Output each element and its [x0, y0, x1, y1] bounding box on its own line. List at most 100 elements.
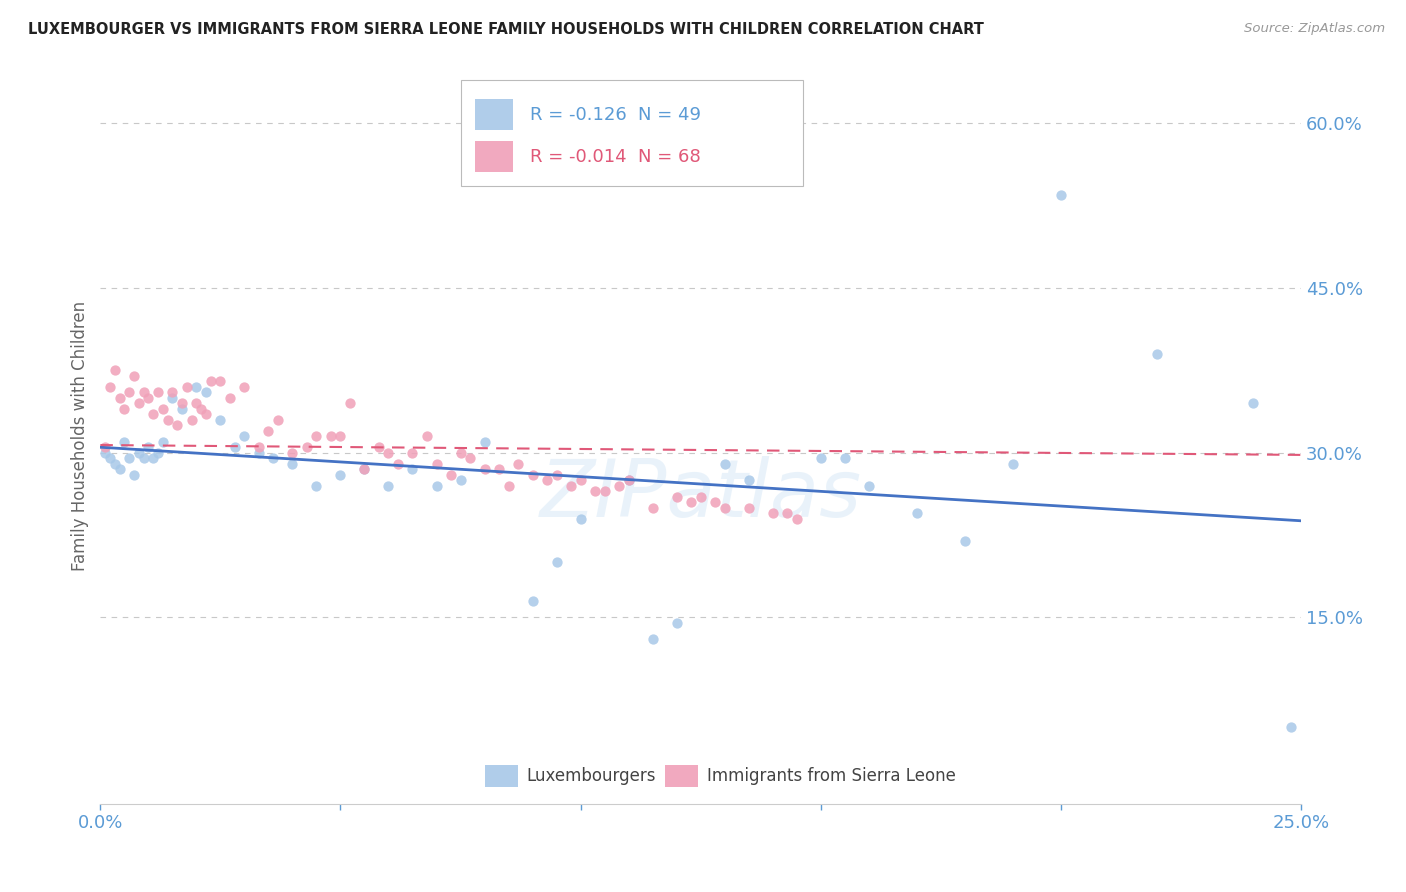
Point — [209, 413, 232, 427]
Point — [713, 500, 735, 515]
Point — [122, 368, 145, 383]
Point — [122, 467, 145, 482]
Point — [617, 473, 640, 487]
Point — [319, 429, 342, 443]
Point — [1049, 187, 1071, 202]
Point — [138, 440, 160, 454]
Point — [142, 407, 165, 421]
Point — [104, 363, 127, 377]
Point — [257, 424, 280, 438]
Point — [458, 451, 481, 466]
Point — [536, 473, 558, 487]
Point — [776, 506, 799, 520]
Point — [156, 413, 179, 427]
Point — [1241, 396, 1264, 410]
Point — [641, 632, 664, 647]
Point — [450, 446, 472, 460]
Point — [98, 451, 121, 466]
Point — [132, 451, 155, 466]
Point — [1146, 347, 1168, 361]
Point — [195, 407, 218, 421]
FancyBboxPatch shape — [485, 765, 519, 787]
Text: N = 49: N = 49 — [638, 106, 702, 124]
Point — [617, 473, 640, 487]
FancyBboxPatch shape — [665, 765, 699, 787]
Y-axis label: Family Households with Children: Family Households with Children — [72, 301, 89, 571]
Point — [1001, 457, 1024, 471]
Point — [508, 457, 530, 471]
Point — [329, 429, 352, 443]
Point — [474, 434, 496, 449]
Point — [425, 478, 447, 492]
Point — [262, 451, 284, 466]
Point — [209, 375, 232, 389]
FancyBboxPatch shape — [475, 141, 513, 172]
Point — [108, 391, 131, 405]
Point — [162, 385, 184, 400]
Text: LUXEMBOURGER VS IMMIGRANTS FROM SIERRA LEONE FAMILY HOUSEHOLDS WITH CHILDREN COR: LUXEMBOURGER VS IMMIGRANTS FROM SIERRA L… — [28, 22, 984, 37]
Point — [377, 446, 399, 460]
Point — [762, 506, 785, 520]
Point — [128, 446, 150, 460]
Point — [128, 396, 150, 410]
Point — [401, 462, 423, 476]
Point — [641, 500, 664, 515]
Point — [186, 396, 208, 410]
Point — [786, 511, 808, 525]
Point — [295, 440, 318, 454]
Point — [281, 457, 304, 471]
Point — [593, 484, 616, 499]
Point — [146, 385, 169, 400]
Point — [166, 418, 188, 433]
Point — [195, 385, 218, 400]
Point — [339, 396, 361, 410]
Point — [387, 457, 409, 471]
Point — [267, 413, 290, 427]
Text: ZIPatlas: ZIPatlas — [540, 456, 862, 534]
Point — [498, 478, 520, 492]
Point — [367, 440, 389, 454]
Point — [665, 490, 688, 504]
Point — [810, 451, 832, 466]
Point — [679, 495, 702, 509]
Point — [689, 490, 711, 504]
Point — [450, 473, 472, 487]
Point — [425, 457, 447, 471]
Point — [247, 446, 270, 460]
Point — [186, 380, 208, 394]
Point — [118, 451, 141, 466]
Point — [98, 380, 121, 394]
Text: Immigrants from Sierra Leone: Immigrants from Sierra Leone — [707, 767, 956, 785]
Text: Luxembourgers: Luxembourgers — [526, 767, 657, 785]
Point — [353, 462, 375, 476]
Point — [281, 446, 304, 460]
Point — [152, 434, 174, 449]
Text: N = 68: N = 68 — [638, 148, 702, 166]
Point — [377, 478, 399, 492]
Point — [180, 413, 202, 427]
Point — [1279, 720, 1302, 734]
Point — [522, 467, 544, 482]
Point — [953, 533, 976, 548]
Point — [329, 467, 352, 482]
Point — [474, 462, 496, 476]
Point — [146, 446, 169, 460]
Text: Source: ZipAtlas.com: Source: ZipAtlas.com — [1244, 22, 1385, 36]
Point — [522, 594, 544, 608]
Point — [94, 440, 117, 454]
Text: R = -0.014: R = -0.014 — [530, 148, 627, 166]
Point — [219, 391, 242, 405]
Point — [305, 478, 328, 492]
Point — [737, 473, 759, 487]
Point — [905, 506, 928, 520]
Point — [138, 391, 160, 405]
Point — [440, 467, 463, 482]
Point — [546, 556, 568, 570]
Point — [401, 446, 423, 460]
Point — [132, 385, 155, 400]
Point — [569, 511, 592, 525]
Point — [488, 462, 510, 476]
Point — [104, 457, 127, 471]
Point — [142, 451, 165, 466]
Point — [233, 429, 256, 443]
